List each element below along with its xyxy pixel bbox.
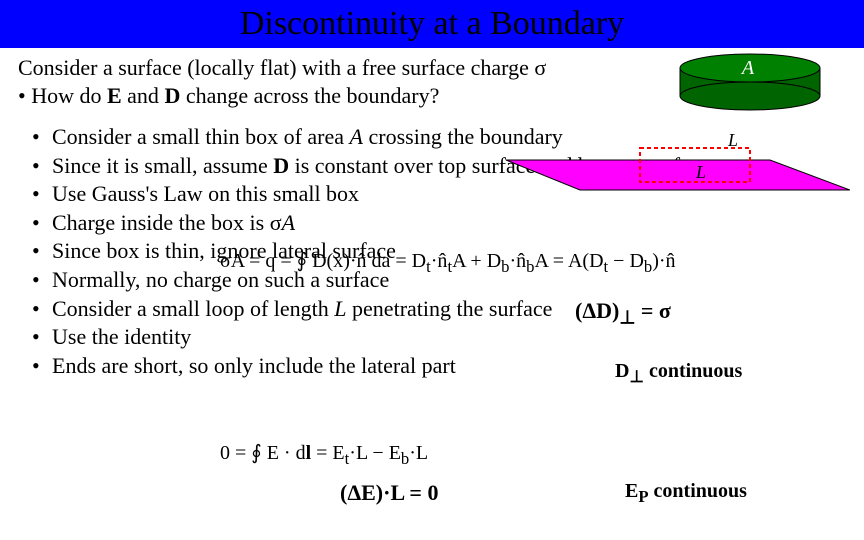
label-A: A	[740, 57, 755, 79]
bullet-item: Charge inside the box is σA	[36, 209, 846, 238]
bullet-item: Use the identity	[36, 323, 846, 352]
eq-delta-E: (ΔE)·L = 0	[340, 480, 438, 506]
pillbox-bottom	[680, 82, 820, 110]
symbol-D: D	[164, 83, 180, 108]
boundary-diagram: A L L	[470, 50, 850, 210]
intro-text: Consider a surface (locally flat) with a…	[18, 55, 534, 80]
eq-ep-continuous: EP continuous	[625, 480, 747, 507]
intro-text: and	[122, 83, 165, 108]
eq-loop-integral: 0 = ∮ E · dl = Et·L − Eb·L	[220, 440, 428, 469]
intro-text: change across the boundary?	[180, 83, 439, 108]
title-bar: Discontinuity at a Boundary	[0, 0, 864, 48]
eq-gauss-law: σA = q = ∮ D(x)·n̂ da = Dt·n̂tA + Db·n̂b…	[220, 248, 676, 277]
symbol-E: E	[107, 83, 122, 108]
page-title: Discontinuity at a Boundary	[240, 5, 624, 43]
surface-plane	[506, 160, 850, 190]
bullet-item: Consider a small loop of length L penetr…	[36, 295, 846, 324]
label-L-top: L	[727, 130, 738, 150]
intro-bullet: • How do	[18, 83, 107, 108]
label-L-bottom: L	[695, 162, 706, 182]
eq-d-continuous: D⊥ continuous	[615, 360, 742, 387]
eq-delta-D: (ΔD)⊥ = σ	[575, 298, 671, 328]
